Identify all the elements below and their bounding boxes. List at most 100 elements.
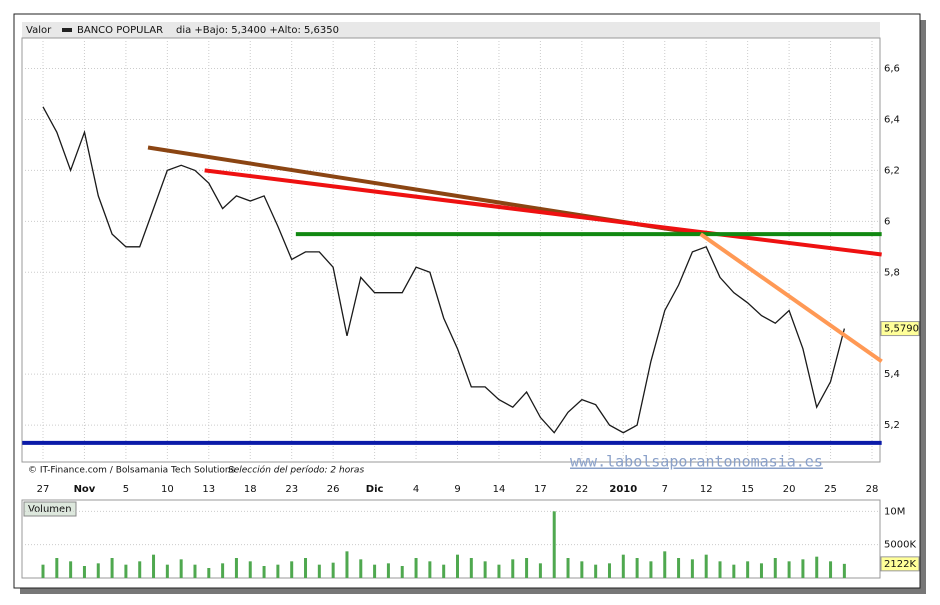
x-tick-label: 15 [741, 484, 754, 495]
volume-bar [497, 564, 501, 578]
price-panel [21, 37, 881, 463]
volume-bar [138, 561, 142, 578]
y-tick-label: 6,2 [884, 165, 900, 176]
volume-bar [428, 561, 432, 578]
x-tick-label: 22 [575, 484, 588, 495]
y-tick-label: 6,4 [884, 114, 900, 125]
x-tick-label: 2010 [609, 484, 637, 495]
x-tick-label: 10 [161, 484, 174, 495]
volume-bar [787, 561, 791, 578]
volume-bar [442, 564, 446, 578]
volume-bar [635, 558, 639, 578]
volume-bar [414, 558, 418, 578]
volume-bar [746, 561, 750, 578]
volume-bar [331, 562, 335, 578]
x-tick-label: 18 [244, 484, 257, 495]
y-tick-label: 6,6 [884, 64, 900, 75]
x-tick-label: Dic [366, 484, 384, 495]
volume-bar [55, 558, 59, 578]
x-tick-label: 14 [493, 484, 506, 495]
y-tick-label: 5,2 [884, 420, 900, 431]
volume-bar [207, 568, 211, 578]
volume-bar [41, 564, 45, 578]
x-tick-label: Nov [74, 484, 96, 495]
volume-bar [345, 551, 349, 578]
volume-bar [594, 564, 598, 578]
volume-title: Volumen [28, 504, 72, 515]
volume-bar [317, 564, 321, 578]
volume-bar [124, 564, 128, 578]
legend-swatch [62, 28, 72, 32]
volume-bar [677, 558, 681, 578]
volume-bar [483, 561, 487, 578]
volume-bar [234, 558, 238, 578]
volume-bar [386, 563, 390, 578]
x-tick-label: 17 [534, 484, 547, 495]
y-tick-label: 5000K [884, 540, 916, 551]
volume-bar [262, 566, 266, 578]
volume-bar [276, 564, 280, 578]
volume-bar [304, 558, 308, 578]
x-tick-label: 13 [202, 484, 215, 495]
x-tick-label: 5 [123, 484, 129, 495]
volume-bar [566, 558, 570, 578]
volume-bar [759, 563, 763, 578]
credit: © IT-Finance.com / Bolsamania Tech Solut… [28, 466, 236, 476]
volume-bar [96, 563, 100, 578]
x-tick-label: 27 [37, 484, 50, 495]
watermark: www.labolsaporantonomasia.es [570, 453, 823, 471]
volume-title-box [23, 501, 77, 517]
volume-bar [815, 556, 819, 578]
volume-bar [221, 563, 225, 578]
x-tick-label: 28 [866, 484, 879, 495]
volume-bar [152, 554, 156, 578]
volume-bar [165, 564, 169, 578]
x-tick-label: 4 [413, 484, 419, 495]
volume-bar [193, 564, 197, 578]
chart-subtitle: dia +Bajo: 5,3400 +Alto: 5,6350 [176, 25, 339, 36]
volume-bar [663, 551, 667, 578]
y-tick-label: 10M [884, 506, 905, 517]
volume-bar [69, 561, 73, 578]
period-note: Selección del período: 2 horas [228, 465, 364, 476]
x-tick-label: 26 [327, 484, 340, 495]
y-tick-label: 5,4 [884, 369, 900, 380]
trend-line [699, 232, 883, 364]
volume-bar [290, 561, 294, 578]
last-value-box [880, 556, 920, 572]
volume-bar [690, 559, 694, 578]
volume-bar [801, 559, 805, 578]
x-tick-label: 7 [662, 484, 668, 495]
x-tick-label: 23 [285, 484, 298, 495]
volume-bar [179, 559, 183, 578]
volume-panel [21, 499, 881, 579]
volume-bar [511, 559, 515, 578]
series-label: Valor [26, 25, 52, 36]
header-bar [22, 22, 880, 38]
volume-bar [649, 561, 653, 578]
x-tick-label: 9 [454, 484, 460, 495]
last-value-label: 5,5790 [884, 324, 919, 335]
volume-bar [469, 558, 473, 578]
volume-bar [704, 554, 708, 578]
trend-line [204, 168, 882, 257]
volume-bar [373, 564, 377, 578]
x-tick-label: 12 [700, 484, 713, 495]
x-tick-label: 20 [783, 484, 796, 495]
last-value-box [880, 321, 920, 337]
volume-bar [621, 554, 625, 578]
volume-bar [718, 561, 722, 578]
y-tick-label: 5,8 [884, 267, 900, 278]
volume-bar [456, 554, 459, 578]
volume-bar [82, 566, 86, 578]
chart-title: BANCO POPULAR [77, 25, 163, 36]
volume-bar [773, 558, 777, 578]
volume-bar [110, 558, 114, 578]
y-tick-label: 6 [884, 216, 890, 227]
volume-bar [552, 511, 556, 578]
volume-bar [538, 563, 542, 578]
volume-bar [400, 566, 404, 578]
last-value-label: 2122K [884, 559, 916, 570]
volume-bar [842, 563, 846, 578]
